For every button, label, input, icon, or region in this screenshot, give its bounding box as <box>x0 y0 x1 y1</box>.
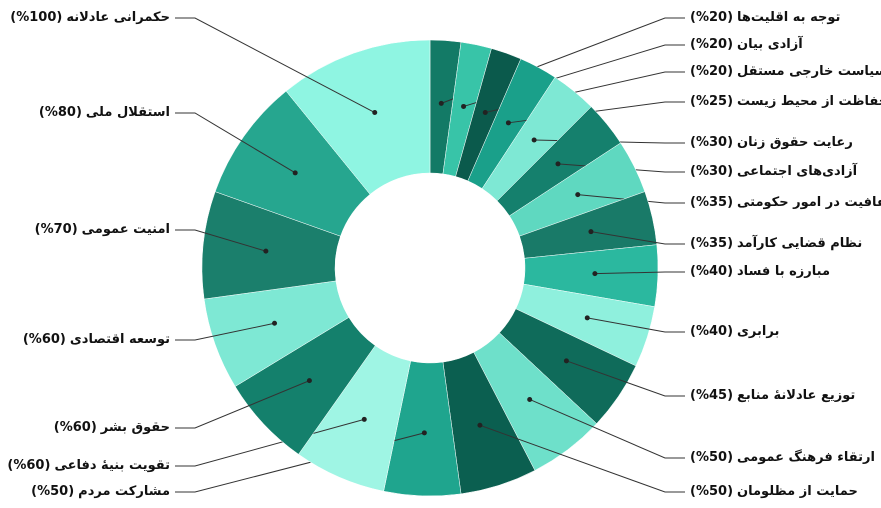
category-name: سیاست خارجی مستقل <box>737 64 881 79</box>
leader-line <box>590 231 685 245</box>
leader-dot <box>563 358 569 364</box>
slice-label: نظام قضایی کارآمد(35%) <box>690 236 862 252</box>
category-name: امنیت عمومی <box>81 222 170 237</box>
slice-label: توجه به اقلیت‌ها(20%) <box>690 10 840 26</box>
leader-dot <box>263 248 269 254</box>
value-label: (20%) <box>690 64 734 79</box>
value-label: (50%) <box>690 484 734 499</box>
category-name: آزادی بیان <box>737 37 803 52</box>
slice-label: حفاظت از محیط زیست(25%) <box>690 94 881 110</box>
slice-label: حمایت از مظلومان(50%) <box>690 484 858 500</box>
slice-label: رعایت حقوق زنان(30%) <box>690 135 853 151</box>
category-name: برابری <box>737 324 780 339</box>
leader-line <box>529 399 685 459</box>
value-label: (60%) <box>22 332 66 347</box>
leader-line <box>566 360 685 397</box>
category-name: توجه به اقلیت‌ها <box>737 10 841 25</box>
value-label: (20%) <box>690 37 734 52</box>
leader-dot <box>306 378 312 384</box>
category-name: حکمرانی عادلانه <box>66 10 170 25</box>
value-label: (100%) <box>10 10 63 25</box>
value-label: (35%) <box>690 236 734 251</box>
value-label: (50%) <box>31 484 75 499</box>
slice-label: توزیع عادلانهٔ منابع(45%) <box>690 388 855 404</box>
value-label: (40%) <box>690 324 734 339</box>
category-name: حقوق بشر <box>100 420 170 435</box>
value-label: (30%) <box>690 164 734 179</box>
leader-dot <box>482 110 488 116</box>
category-name: رعایت حقوق زنان <box>737 135 853 150</box>
slice-label: تقویت بنیهٔ دفاعی(60%) <box>7 458 170 474</box>
category-name: توسعه اقتصادی <box>69 332 170 347</box>
leader-dot <box>505 120 511 126</box>
leader-line <box>175 380 310 429</box>
leader-line <box>175 322 275 341</box>
leader-dot <box>555 161 561 167</box>
leader-dot <box>292 170 298 176</box>
value-label: (25%) <box>690 94 734 109</box>
leader-line <box>175 112 296 174</box>
leader-dot <box>584 315 590 321</box>
slice-label: سیاست خارجی مستقل(20%) <box>690 64 881 80</box>
category-name: توزیع عادلانهٔ منابع <box>737 388 856 403</box>
leader-line <box>175 17 375 113</box>
slice-label: استقلال ملی(80%) <box>39 105 170 121</box>
slice <box>285 39 431 195</box>
leader-line <box>175 229 267 252</box>
leader-line <box>594 271 685 275</box>
leader-dot <box>588 229 594 235</box>
value-label: (60%) <box>7 458 51 473</box>
category-name: تقویت بنیهٔ دفاعی <box>54 458 170 473</box>
value-label: (40%) <box>690 264 734 279</box>
leader-dot <box>421 430 427 436</box>
leader-dot <box>438 100 444 106</box>
leader-dot <box>477 422 483 428</box>
value-label: (50%) <box>690 450 734 465</box>
value-label: (70%) <box>34 222 78 237</box>
category-name: شفافیت در امور حکومتی <box>737 195 881 210</box>
leader-line <box>479 424 685 493</box>
slice-label: آزادی‌های اجتماعی(30%) <box>690 164 857 180</box>
value-label: (60%) <box>53 420 97 435</box>
slice-label: برابری(40%) <box>690 324 779 340</box>
leader-dot <box>592 271 598 277</box>
leader-line <box>577 194 685 204</box>
leader-dot <box>272 320 278 326</box>
slice-label: ارتقاء فرهنگ عمومی(50%) <box>690 450 875 466</box>
category-name: ارتقاء فرهنگ عمومی <box>737 450 875 465</box>
category-name: آزادی‌های اجتماعی <box>737 164 858 179</box>
slice-label: مبارزه با فساد(40%) <box>690 264 830 280</box>
leader-dot <box>461 103 467 109</box>
leader-dot <box>372 110 378 116</box>
value-label: (30%) <box>690 135 734 150</box>
category-name: حفاظت از محیط زیست <box>737 94 881 109</box>
slice-label: مشارکت مردم(50%) <box>31 484 170 500</box>
slice-label: حقوق بشر(60%) <box>54 420 170 436</box>
slice-label: توسعه اقتصادی(60%) <box>23 332 170 348</box>
category-name: نظام قضایی کارآمد <box>737 236 863 251</box>
category-name: مبارزه با فساد <box>737 264 831 279</box>
value-label: (35%) <box>690 195 734 210</box>
leader-dot <box>527 396 533 402</box>
leader-dot <box>575 192 581 198</box>
value-label: (45%) <box>690 388 734 403</box>
leader-dot <box>361 416 367 422</box>
category-name: مشارکت مردم <box>78 484 170 499</box>
leader-dot <box>531 137 537 143</box>
leader-line <box>587 317 685 333</box>
category-name: حمایت از مظلومان <box>737 484 858 499</box>
slice-label: آزادی بیان(20%) <box>690 37 803 53</box>
category-name: استقلال ملی <box>85 105 170 120</box>
slice-label: حکمرانی عادلانه(100%) <box>10 10 170 26</box>
slice-label: شفافیت در امور حکومتی(35%) <box>690 195 881 211</box>
value-label: (20%) <box>690 10 734 25</box>
slice-label: امنیت عمومی(70%) <box>35 222 170 238</box>
value-label: (80%) <box>38 105 82 120</box>
